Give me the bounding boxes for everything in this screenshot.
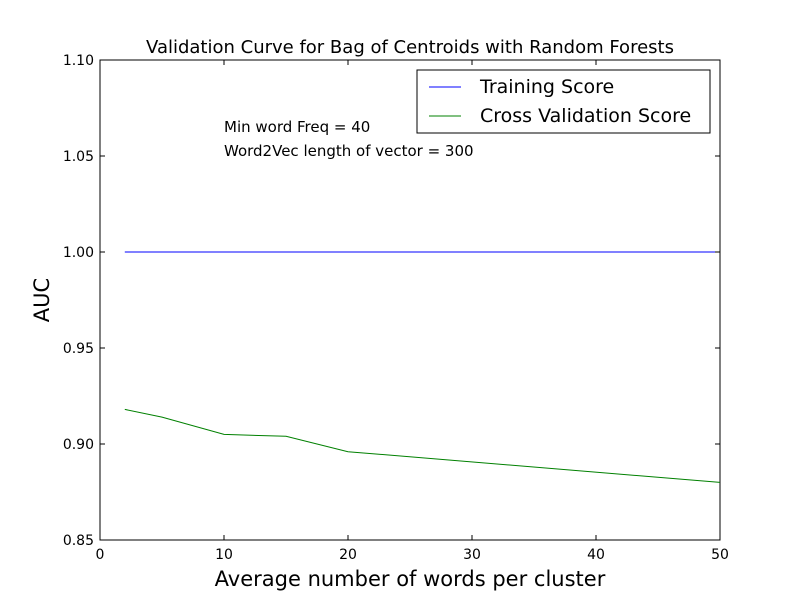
x-axis-ticks: 0 10 20 30 40 50 (96, 60, 729, 563)
annotations: Min word Freq = 40 Word2Vec length of ve… (224, 118, 474, 160)
x-tick-label: 0 (96, 547, 105, 563)
legend-box (416, 69, 711, 134)
x-tick-label: 30 (463, 547, 481, 563)
y-tick-label: 1.10 (63, 53, 94, 69)
y-tick-label: 0.95 (63, 341, 94, 357)
legend-label-cross-validation-score: Cross Validation Score (480, 105, 691, 127)
plot-frame (99, 59, 721, 541)
y-tick-label: 1.00 (63, 245, 94, 261)
series-line-cross-validation-score (124, 408, 721, 483)
annotation-vector-length: Word2Vec length of vector = 300 (224, 142, 474, 160)
legend: Training Score Cross Validation Score (416, 69, 711, 134)
y-axis-label: AUC (30, 278, 54, 322)
series-layer (124, 251, 721, 483)
y-axis-ticks: 0.85 0.90 0.95 1.00 1.05 1.10 (63, 53, 720, 549)
x-axis-label: Average number of words per cluster (215, 567, 606, 591)
y-tick-label: 0.90 (63, 437, 94, 453)
x-tick-label: 50 (711, 547, 729, 563)
y-tick-label: 0.85 (63, 533, 94, 549)
chart-title: Validation Curve for Bag of Centroids wi… (146, 37, 674, 58)
y-tick-label: 1.05 (63, 149, 94, 165)
legend-label-training-score: Training Score (479, 76, 614, 98)
x-tick-label: 40 (587, 547, 605, 563)
x-tick-label: 20 (339, 547, 357, 563)
plot-area: 0 10 20 30 40 50 0.85 0.90 0.95 1.00 1.05 1.10 (63, 53, 729, 563)
x-tick-label: 10 (215, 547, 233, 563)
annotation-min-word-freq: Min word Freq = 40 (224, 118, 370, 136)
